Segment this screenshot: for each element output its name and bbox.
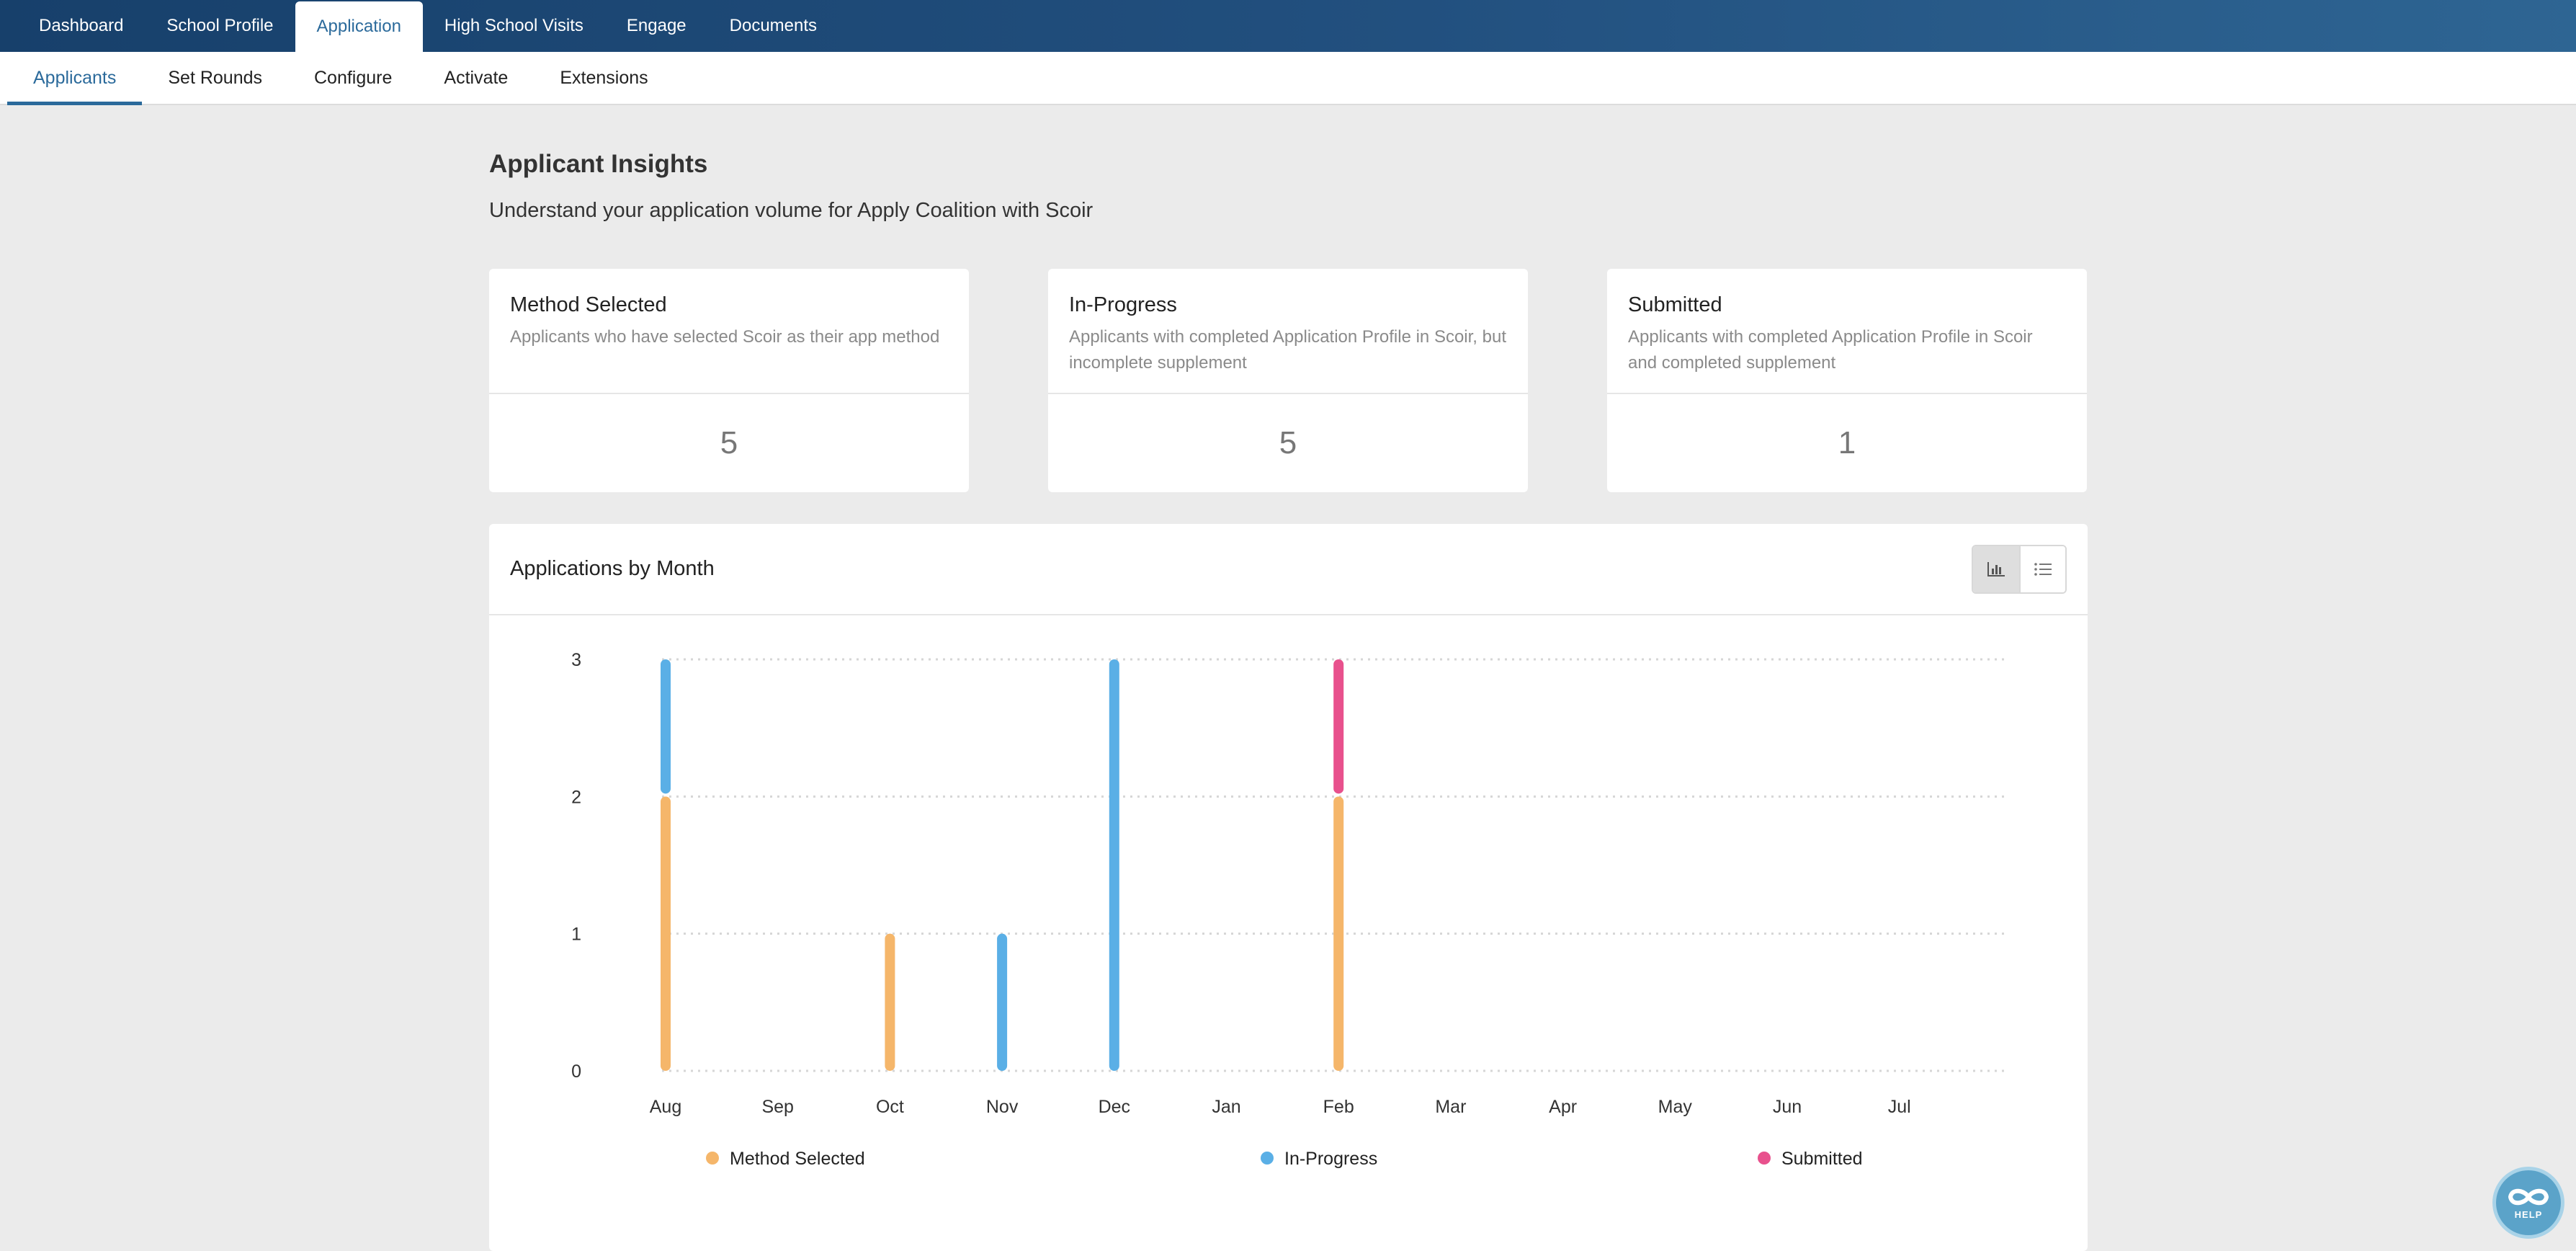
x-tick-label: Dec	[1099, 1097, 1130, 1117]
tab-high-school-visits[interactable]: High School Visits	[444, 16, 583, 35]
card-title: In-Progress	[1069, 293, 1177, 316]
bar-method-selected-feb	[1333, 796, 1344, 1071]
card-value: 5	[1279, 425, 1297, 460]
legend-label: In-Progress	[1284, 1149, 1377, 1169]
legend-marker	[706, 1152, 719, 1165]
x-tick-label: Jan	[1212, 1097, 1240, 1117]
legend-label: Method Selected	[730, 1149, 865, 1169]
y-tick-label: 3	[571, 650, 581, 670]
subtab-applicants[interactable]: Applicants	[7, 52, 143, 105]
stat-card-method-selected: Method Selected Applicants who have sele…	[489, 269, 969, 492]
help-button[interactable]: HELP	[2492, 1167, 2564, 1239]
tab-documents[interactable]: Documents	[729, 16, 818, 35]
bar-method-selected-aug	[661, 796, 671, 1071]
x-tick-label: Aug	[650, 1097, 681, 1117]
legend-marker	[1261, 1152, 1274, 1165]
y-tick-label: 2	[571, 787, 581, 807]
tab-school-profile[interactable]: School Profile	[166, 16, 274, 35]
x-tick-label: Sep	[761, 1097, 793, 1117]
card-description: Applicants with completed Application Pr…	[1628, 327, 2033, 373]
y-tick-label: 0	[571, 1061, 581, 1082]
applications-chart: 0 1 2 3 Aug Sep Oct Nov Dec Jan Feb Mar Apr May Jun Jul…	[571, 650, 2009, 1169]
x-tick-label: Mar	[1435, 1097, 1466, 1117]
subtab-activate[interactable]: Activate	[444, 67, 509, 88]
x-tick-label: May	[1658, 1097, 1693, 1117]
bar-submitted-feb	[1333, 659, 1344, 794]
card-title: Method Selected	[510, 293, 667, 316]
card-value: 5	[720, 425, 738, 460]
card-description: Applicants with completed Application Pr…	[1069, 327, 1506, 373]
tab-application[interactable]: Application	[295, 1, 423, 52]
chart-panel: Applications by Month	[489, 524, 2088, 1251]
tab-engage[interactable]: Engage	[626, 16, 687, 35]
bar-method-selected-oct	[885, 933, 895, 1071]
bar-in-progress-dec	[1109, 659, 1119, 1071]
bar-in-progress-nov	[997, 933, 1008, 1071]
x-tick-label: Jun	[1773, 1097, 1802, 1117]
legend-marker	[1758, 1152, 1771, 1165]
y-tick-label: 1	[571, 925, 581, 945]
top-nav: Dashboard School Profile Application Hig…	[0, 0, 2576, 52]
chart-view-button[interactable]	[1973, 546, 2019, 592]
tab-dashboard[interactable]: Dashboard	[39, 16, 124, 35]
card-value: 1	[1838, 425, 1856, 460]
legend-label: Submitted	[1781, 1149, 1863, 1169]
subtab-set-rounds[interactable]: Set Rounds	[168, 67, 262, 88]
list-view-button[interactable]	[2019, 546, 2065, 592]
chart-title: Applications by Month	[510, 557, 715, 580]
view-toggle	[1972, 544, 2067, 594]
card-description: Applicants who have selected Scoir as th…	[510, 327, 940, 347]
x-tick-label: Apr	[1549, 1097, 1577, 1117]
bar-chart-icon	[1987, 561, 2005, 576]
x-tick-label: Feb	[1323, 1097, 1354, 1117]
stat-card-in-progress: In-Progress Applicants with completed Ap…	[1048, 269, 1528, 492]
x-tick-label: Oct	[876, 1097, 904, 1117]
bar-in-progress-aug	[661, 659, 671, 794]
stat-card-submitted: Submitted Applicants with completed Appl…	[1607, 269, 2087, 492]
card-title: Submitted	[1628, 293, 1722, 316]
x-tick-label: Nov	[986, 1097, 1019, 1117]
page-subtitle: Understand your application volume for A…	[489, 199, 1094, 222]
sub-nav: Applicants Set Rounds Configure Activate…	[0, 52, 2576, 105]
help-label: HELP	[2514, 1208, 2543, 1220]
page-title: Applicant Insights	[489, 150, 708, 178]
subtab-configure[interactable]: Configure	[314, 67, 393, 88]
x-tick-label: Jul	[1888, 1097, 1911, 1117]
list-icon	[2034, 562, 2052, 576]
infinity-icon	[2508, 1188, 2549, 1205]
subtab-extensions[interactable]: Extensions	[560, 67, 648, 88]
